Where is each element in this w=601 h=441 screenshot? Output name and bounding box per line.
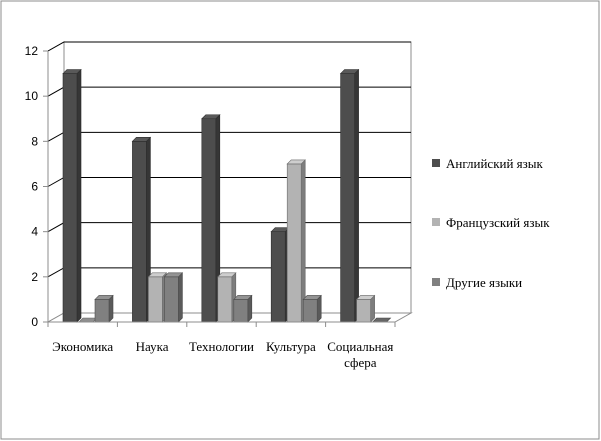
x-tick-label: Экономика bbox=[52, 339, 113, 354]
y-tick-label: 6 bbox=[31, 180, 38, 194]
bar bbox=[302, 294, 322, 323]
bar-top bbox=[302, 295, 322, 300]
bar-top bbox=[147, 272, 168, 278]
bar-top bbox=[131, 137, 152, 142]
bar bbox=[94, 294, 114, 323]
legend: Английский язык Французский язык Другие яз… bbox=[432, 156, 550, 290]
bar-front bbox=[286, 163, 302, 323]
x-axis-categories: Экономика Наука Технологии Культура Социальн… bbox=[47, 321, 396, 370]
bar-top bbox=[355, 295, 376, 300]
bar-top bbox=[233, 295, 253, 300]
bar-side bbox=[316, 294, 322, 323]
bar-top bbox=[217, 272, 237, 278]
bar bbox=[62, 68, 82, 323]
bar bbox=[270, 226, 290, 323]
legend-swatch bbox=[432, 218, 440, 226]
y-axis-ticks: 0 2 4 6 8 10 12 bbox=[25, 44, 49, 329]
bar-top bbox=[201, 114, 221, 120]
bar-side bbox=[354, 68, 359, 323]
bar-side bbox=[76, 68, 82, 323]
bar-front bbox=[62, 73, 78, 323]
bars bbox=[62, 68, 392, 323]
bar-front bbox=[132, 141, 147, 323]
legend-item: Другие языки bbox=[432, 275, 522, 290]
bar-side bbox=[370, 294, 375, 323]
bar-side bbox=[108, 294, 114, 323]
bar-top bbox=[62, 69, 82, 74]
bar bbox=[339, 68, 360, 323]
x-tick-label: Наука bbox=[136, 339, 169, 354]
x-tick-label: Технологии bbox=[189, 339, 254, 354]
bar-front bbox=[164, 276, 179, 323]
y-tick-label: 8 bbox=[31, 134, 38, 148]
bar bbox=[201, 114, 221, 323]
legend-swatch bbox=[432, 278, 440, 286]
bar bbox=[147, 272, 168, 323]
bar-front bbox=[302, 299, 318, 323]
x-tick-label: Культура bbox=[266, 339, 316, 354]
bar-top bbox=[163, 272, 184, 278]
bar-front bbox=[356, 299, 371, 323]
bar-front bbox=[340, 73, 355, 323]
legend-label: Французский язык bbox=[446, 215, 550, 230]
bar-side bbox=[178, 272, 183, 323]
bar-front bbox=[217, 276, 233, 323]
legend-label: Английский язык bbox=[446, 156, 544, 171]
bar bbox=[355, 294, 376, 323]
bar-front bbox=[94, 299, 110, 323]
legend-swatch bbox=[432, 159, 440, 167]
bar bbox=[131, 136, 152, 323]
legend-item: Английский язык bbox=[432, 156, 544, 171]
bar-front bbox=[148, 276, 163, 323]
legend-item: Французский язык bbox=[432, 215, 550, 230]
bar-top bbox=[339, 69, 360, 74]
y-tick-label: 0 bbox=[31, 315, 38, 329]
bar bbox=[233, 294, 253, 323]
bar-top bbox=[286, 159, 306, 165]
gridline bbox=[47, 41, 411, 52]
x-tick-label: Социальная сфера bbox=[327, 339, 393, 370]
y-tick-label: 12 bbox=[25, 44, 39, 58]
legend-label: Другие языки bbox=[446, 275, 522, 290]
bar-front bbox=[201, 118, 217, 323]
y-tick-label: 4 bbox=[31, 225, 38, 239]
y-tick-label: 2 bbox=[31, 270, 38, 284]
bar bbox=[217, 272, 237, 323]
bar bbox=[163, 272, 184, 323]
bar-top bbox=[94, 295, 114, 300]
bar bbox=[286, 159, 306, 323]
bar-front bbox=[270, 231, 286, 323]
bar-front bbox=[233, 299, 249, 323]
y-tick-label: 10 bbox=[25, 89, 39, 103]
bar-side bbox=[247, 294, 253, 323]
